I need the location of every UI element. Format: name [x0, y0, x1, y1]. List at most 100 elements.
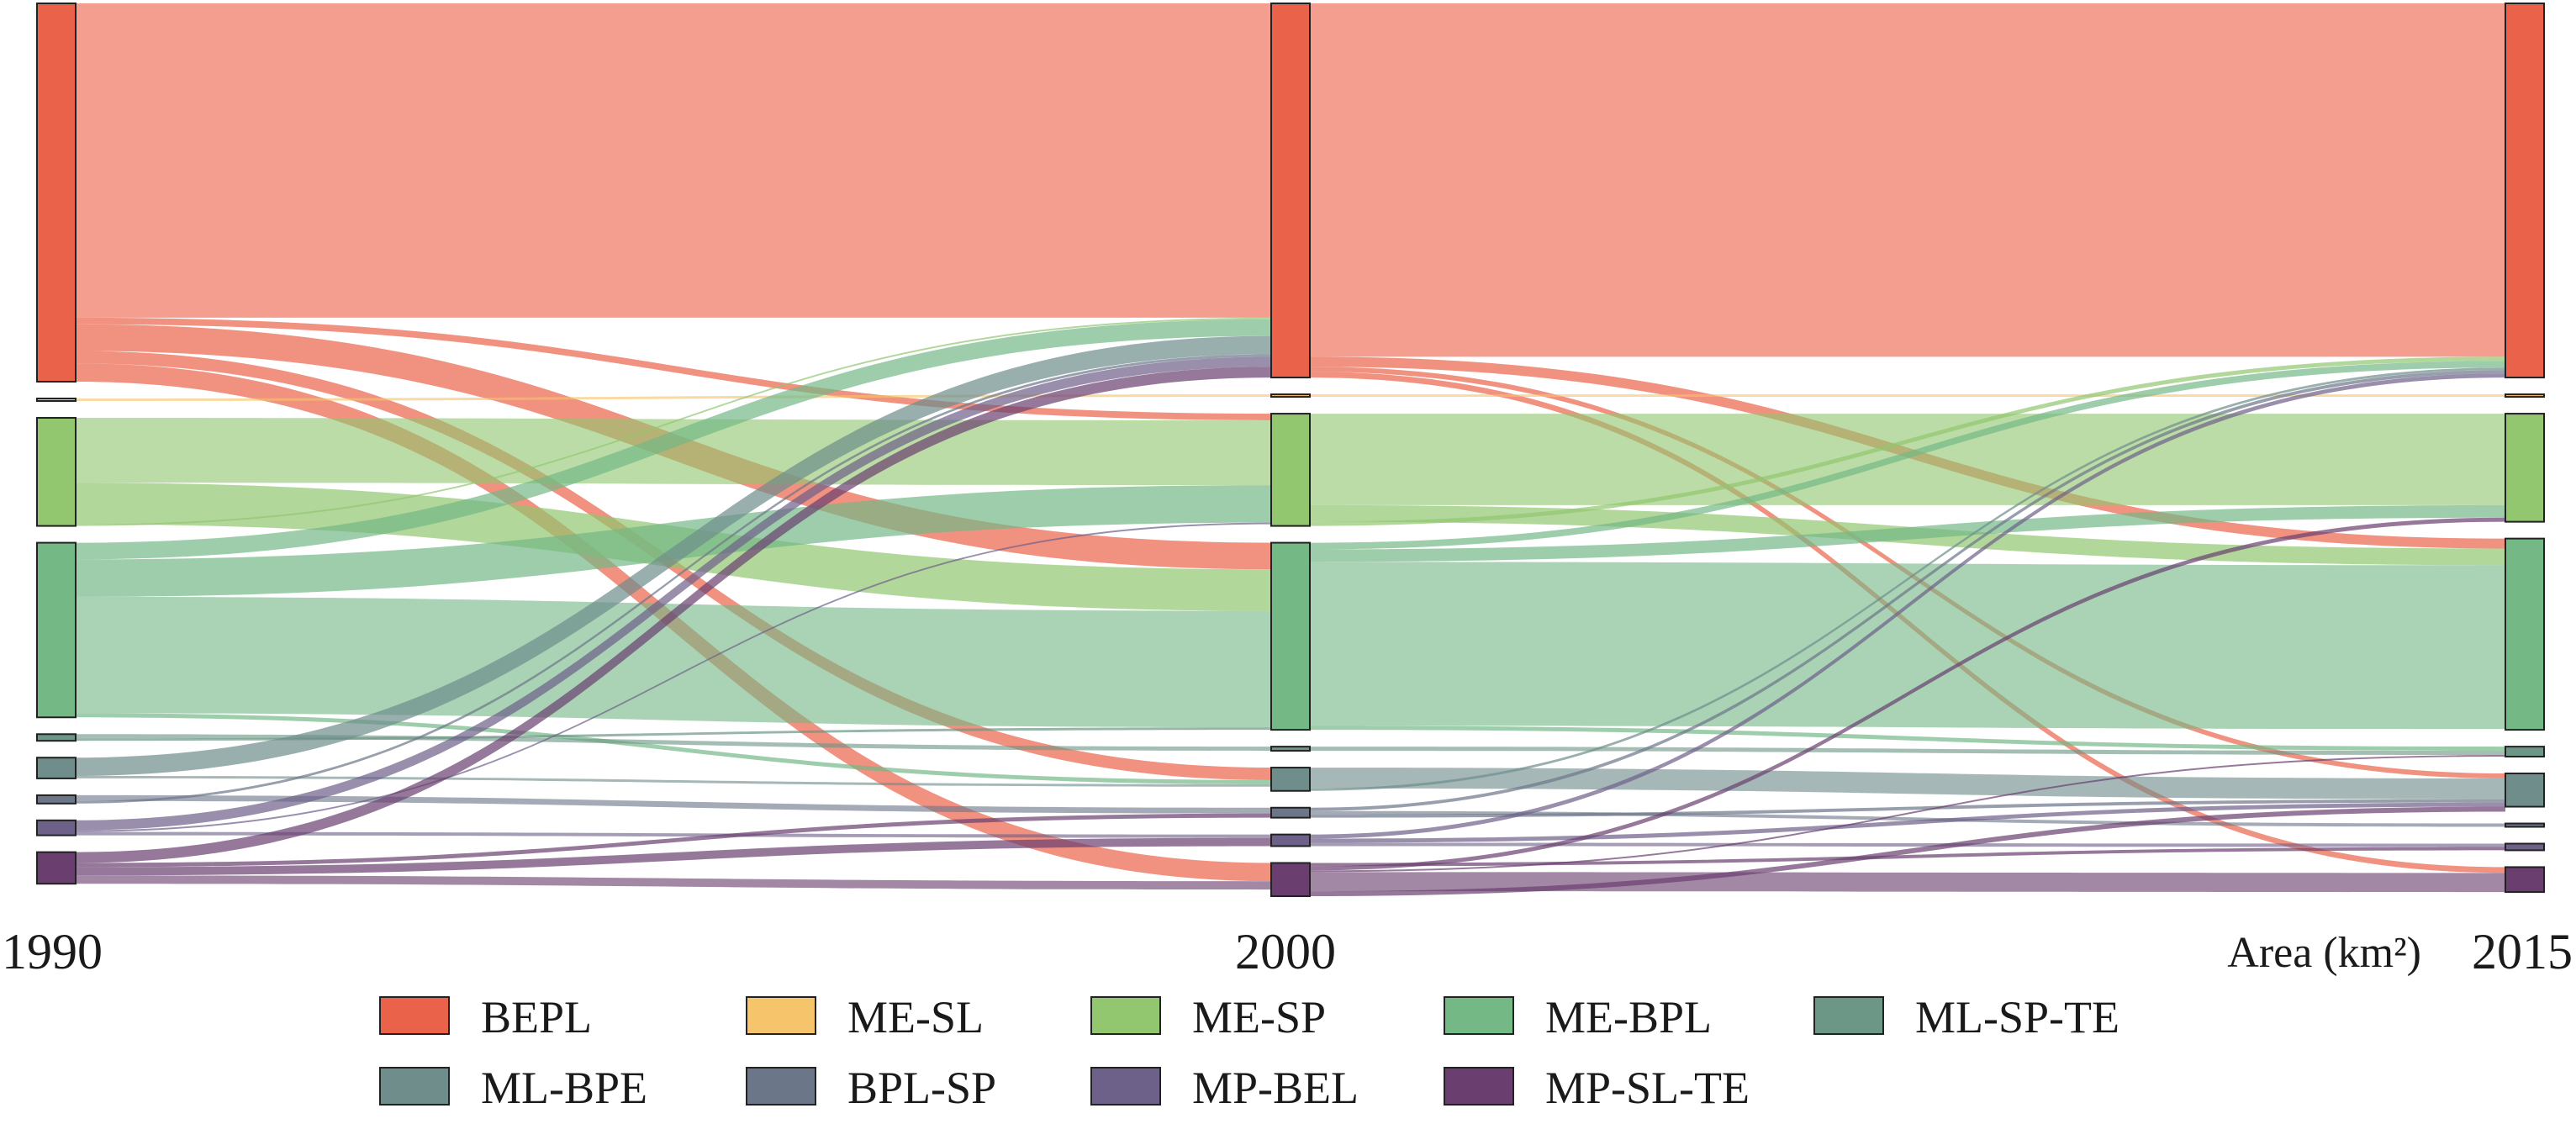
- flow-1990-mp-bel-to-2000-mp-bel: [76, 831, 1271, 838]
- legend-swatch-ml-sp-te: [1813, 996, 1884, 1035]
- flow-1990-bepl-to-2000-bepl: [76, 3, 1271, 318]
- legend-label-mp-bel: MP-BEL: [1192, 1063, 1359, 1113]
- flow-1990-me-bpl-to-2000-me-bpl: [76, 596, 1271, 728]
- node-2000-me-sp: [1270, 413, 1311, 527]
- flow-2000-me-bpl-to-2015-me-sp: [1310, 504, 2505, 562]
- flow-2000-me-bpl-to-2015-ml-sp-te: [1310, 726, 2505, 752]
- legend-item-me-bpl: ME-BPL: [1444, 992, 1712, 1042]
- node-2000-ml-bpe: [1270, 767, 1311, 792]
- flow-1990-mp-sl-te-to-2000-bepl: [76, 367, 1271, 863]
- stage-label-2015: 2015: [2472, 924, 2573, 979]
- flow-1990-me-sp-to-2000-me-sp: [76, 418, 1271, 486]
- legend: BEPL ME-SL ME-SP ME-BPL ML-SP-TE ML-BPE BPL-SP…: [379, 992, 2119, 1113]
- legend-label-bepl: BEPL: [481, 992, 592, 1042]
- flow-1990-ml-sp-te-to-2000-me-bpl: [76, 727, 1271, 741]
- flow-2000-me-bpl-to-2015-bepl: [1310, 361, 2505, 550]
- legend-label-mp-sl-te: MP-SL-TE: [1545, 1063, 1750, 1113]
- node-1990-mp-sl-te: [36, 851, 77, 885]
- stage-label-1990: 1990: [2, 924, 103, 979]
- node-2015-mp-sl-te: [2505, 866, 2545, 894]
- flow-2000-mp-sl-te-to-2015-mp-bel: [1310, 847, 2505, 867]
- node-2000-bpl-sp: [1270, 806, 1311, 819]
- flow-1990-bpl-sp-to-2000-bepl: [76, 354, 1271, 804]
- flow-1990-mp-sl-te-to-2000-mp-sl-te: [76, 875, 1271, 890]
- legend-swatch-me-sp: [1090, 996, 1161, 1035]
- node-2000-bepl: [1270, 3, 1311, 379]
- flow-2000-bpl-sp-to-2015-bepl: [1310, 370, 2505, 811]
- node-1990-bepl: [36, 3, 77, 383]
- node-1990-me-sp: [36, 417, 77, 527]
- legend-label-me-sp: ME-SP: [1192, 992, 1326, 1042]
- node-2000-mp-bel: [1270, 833, 1311, 847]
- flow-2000-mp-bel-to-2015-ml-bpe: [1310, 802, 2505, 843]
- flow-2000-mp-sl-te-to-2015-ml-sp-te: [1310, 755, 2505, 873]
- flow-2000-bpl-sp-to-2015-ml-bpe: [1310, 799, 2505, 818]
- flow-2000-bepl-to-2015-bepl: [1310, 3, 2505, 357]
- legend-item-mp-sl-te: MP-SL-TE: [1444, 1063, 1750, 1113]
- flow-2000-ml-bpe-to-2015-ml-bpe: [1310, 768, 2505, 799]
- flow-2000-me-sl-to-2015-me-sl: [1310, 394, 2505, 398]
- legend-swatch-bepl: [379, 996, 450, 1035]
- flow-1990-mp-sl-te-to-2000-bpl-sp: [76, 813, 1271, 868]
- flow-1990-mp-bel-to-2000-bepl: [76, 356, 1271, 831]
- flow-2000-mp-bel-to-2015-mp-bel: [1310, 842, 2505, 847]
- node-2015-bepl: [2505, 3, 2545, 379]
- node-1990-ml-sp-te: [36, 733, 77, 742]
- unit-label: Area (km²): [2227, 929, 2421, 977]
- node-layer: [36, 3, 2545, 898]
- legend-label-bpl-sp: BPL-SP: [847, 1063, 996, 1113]
- flow-1990-me-sp-to-2000-bepl: [76, 317, 1271, 526]
- stage-label-2000: 2000: [1235, 924, 1336, 979]
- legend-swatch-me-sl: [746, 996, 816, 1035]
- node-1990-ml-bpe: [36, 757, 77, 779]
- flow-2000-mp-sl-te-to-2015-ml-bpe: [1310, 806, 2505, 897]
- node-1990-me-sl: [36, 398, 77, 403]
- legend-item-ml-bpe: ML-BPE: [379, 1063, 647, 1113]
- flow-2000-me-sp-to-2015-bepl: [1310, 356, 2505, 526]
- flow-1990-bpl-sp-to-2000-bpl-sp: [76, 794, 1271, 814]
- flow-1990-me-bpl-to-2000-ml-bpe: [76, 713, 1271, 784]
- legend-swatch-mp-bel: [1090, 1067, 1161, 1106]
- flow-1990-ml-bpe-to-2000-bepl: [76, 335, 1271, 776]
- legend-item-me-sp: ME-SP: [1090, 992, 1326, 1042]
- legend-item-bepl: BEPL: [379, 992, 592, 1042]
- legend-label-ml-bpe: ML-BPE: [481, 1063, 647, 1113]
- legend-item-me-sl: ME-SL: [746, 992, 984, 1042]
- flow-1990-me-bpl-to-2000-me-sp: [76, 485, 1271, 597]
- flow-layer: [76, 3, 2505, 897]
- stage-labels: 1990 2000 2015 Area (km²): [2, 924, 2573, 979]
- node-2000-me-sl: [1270, 393, 1311, 398]
- node-2015-me-sl: [2505, 393, 2545, 398]
- flow-1990-mp-bel-to-2000-me-sp: [76, 522, 1271, 832]
- legend-swatch-bpl-sp: [746, 1067, 816, 1106]
- legend-swatch-mp-sl-te: [1444, 1067, 1514, 1106]
- legend-item-ml-sp-te: ML-SP-TE: [1813, 992, 2119, 1042]
- legend-label-ml-sp-te: ML-SP-TE: [1915, 992, 2119, 1042]
- legend-label-me-sl: ME-SL: [847, 992, 984, 1042]
- node-2015-me-sp: [2505, 413, 2545, 523]
- flow-1990-mp-sl-te-to-2000-mp-bel: [76, 837, 1271, 876]
- node-2015-me-bpl: [2505, 537, 2545, 731]
- node-2015-bpl-sp: [2505, 822, 2545, 828]
- flow-2000-mp-sl-te-to-2015-me-sp: [1310, 517, 2505, 871]
- node-1990-mp-bel: [36, 819, 77, 836]
- legend-item-mp-bel: MP-BEL: [1090, 1063, 1359, 1113]
- node-1990-me-bpl: [36, 541, 77, 719]
- node-2000-ml-sp-te: [1270, 746, 1311, 752]
- flow-1990-me-bpl-to-2000-bepl: [76, 319, 1271, 560]
- flow-2000-me-sp-to-2015-me-sp: [1310, 414, 2505, 505]
- node-2000-me-bpl: [1270, 541, 1311, 731]
- flow-1990-bepl-to-2000-me-sp: [76, 317, 1271, 420]
- legend-swatch-ml-bpe: [379, 1067, 450, 1106]
- legend-item-bpl-sp: BPL-SP: [746, 1063, 996, 1113]
- legend-swatch-me-bpl: [1444, 996, 1514, 1035]
- node-2015-ml-sp-te: [2505, 746, 2545, 757]
- node-2000-mp-sl-te: [1270, 862, 1311, 898]
- legend-label-me-bpl: ME-BPL: [1545, 992, 1712, 1042]
- node-1990-bpl-sp: [36, 794, 77, 805]
- flow-2000-ml-bpe-to-2015-bepl: [1310, 367, 2505, 791]
- node-2015-ml-bpe: [2505, 772, 2545, 808]
- flow-2000-mp-bel-to-2015-bepl: [1310, 373, 2505, 839]
- flow-2000-me-bpl-to-2015-me-bpl: [1310, 562, 2505, 730]
